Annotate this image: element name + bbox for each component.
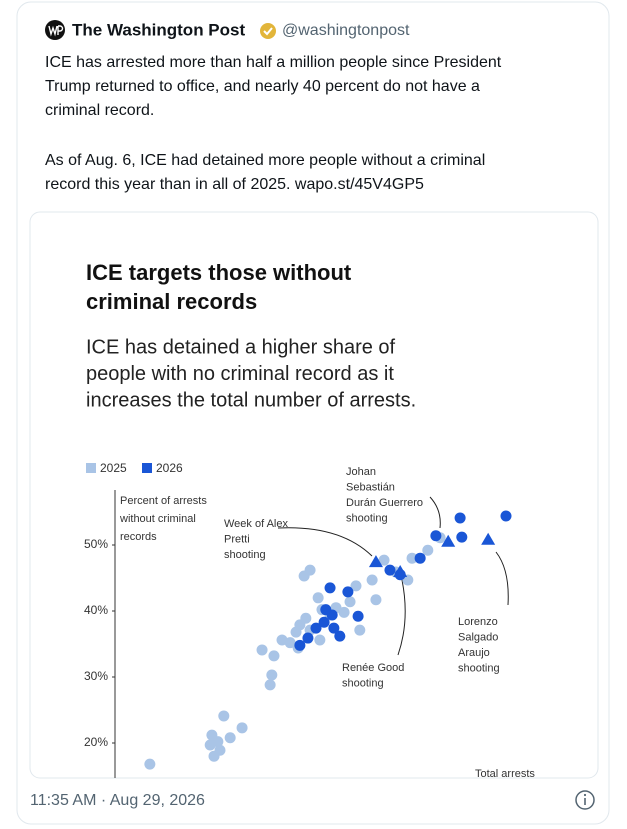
point [402,574,414,586]
y-tick-label: 40% [84,603,108,617]
chart-subtitle: ICE has detained a higher share of [86,336,396,358]
point [302,632,314,644]
point [354,624,366,636]
annotation: shooting [224,549,266,561]
tweet-line: criminal record. [45,102,154,119]
annotation: shooting [346,512,388,524]
point [310,622,322,634]
point [328,622,340,634]
point [266,669,278,681]
tweet-line: record this year than in all of 2025. wa… [45,176,424,193]
point [456,531,468,543]
author[interactable]: The Washington Post [72,20,245,39]
point [384,564,396,576]
logo [45,20,65,40]
verified-badge [260,23,276,39]
annotation: Johan [346,466,376,478]
annotation-arrow [429,496,441,529]
annotation-arrow [495,551,509,606]
point [334,630,346,642]
point [214,744,226,756]
y-axis-label: without criminal [119,513,196,525]
chart-subtitle: people with no criminal record as it [86,363,394,385]
point [338,606,350,618]
point [378,554,390,566]
legend-swatch [142,463,152,473]
y-tick-label: 20% [84,735,108,749]
logo-mark [48,25,64,37]
point [430,530,442,542]
y-axis-label: records [120,531,157,543]
point [218,710,230,722]
tweet-line: ICE has arrested more than half a millio… [45,54,502,71]
point [236,722,248,734]
chart: ICE targets those without criminal record… [84,260,535,780]
point [224,732,236,744]
legend-label: 2025 [100,461,127,475]
point [414,552,426,564]
chart-title: criminal records [86,289,257,314]
info-icon[interactable] [575,790,595,810]
point [314,634,326,646]
point [342,586,354,598]
point [370,594,382,606]
y-tick-label: 50% [84,537,108,551]
point [300,612,312,624]
annotation-arrow [277,527,373,557]
point [318,616,330,628]
point [264,679,276,691]
annotation: shooting [458,662,500,674]
point [422,544,434,556]
highlight-week [441,534,456,547]
point [312,592,324,604]
point [350,580,362,592]
point [406,552,418,564]
annotation: Sebastián [346,481,395,493]
point [352,610,364,622]
point [204,739,216,751]
chart-title: ICE targets those without [86,260,352,285]
point [324,582,336,594]
x-axis-label: Total arrests [475,768,535,780]
annotation: Renée Good [342,662,404,674]
point [294,639,306,651]
point [284,637,296,649]
legend-label: 2026 [156,461,183,475]
legend-swatch [86,463,96,473]
y-tick-label: 30% [84,669,108,683]
highlight-week [368,555,383,568]
point [144,758,156,770]
annotation: Durán Guerrero [346,497,423,509]
handle[interactable]: @washingtonpost [282,22,410,39]
point [454,512,466,524]
tweet-line: Trump returned to office, and nearly 40 … [45,78,480,95]
point [500,510,512,522]
point [304,564,316,576]
annotation: Pretti [224,533,250,545]
point [366,574,378,586]
annotation: shooting [342,677,384,689]
point [344,596,356,608]
point [256,644,268,656]
tweet-line: As of Aug. 6, ICE had detained more peop… [45,152,485,169]
tweet-text: ICE has arrested more than half a millio… [45,54,502,193]
y-axis-label: Percent of arrests [120,495,207,507]
highlight-week [481,532,496,545]
point [320,604,332,616]
annotation: Lorenzo [458,616,498,628]
annotation: Araujo [458,647,490,659]
timestamp[interactable]: 11:35 AM · Aug 29, 2026 [30,792,205,809]
highlight-week [393,565,408,578]
annotation: Week of Alex [224,518,288,530]
media-frame [29,211,599,779]
annotation-arrow [397,579,406,656]
chart-image: ICE targets those without criminal record… [84,260,535,780]
annotation: Salgado [458,631,498,643]
point [268,650,280,662]
chart-subtitle: increases the total number of arrests. [86,389,416,411]
